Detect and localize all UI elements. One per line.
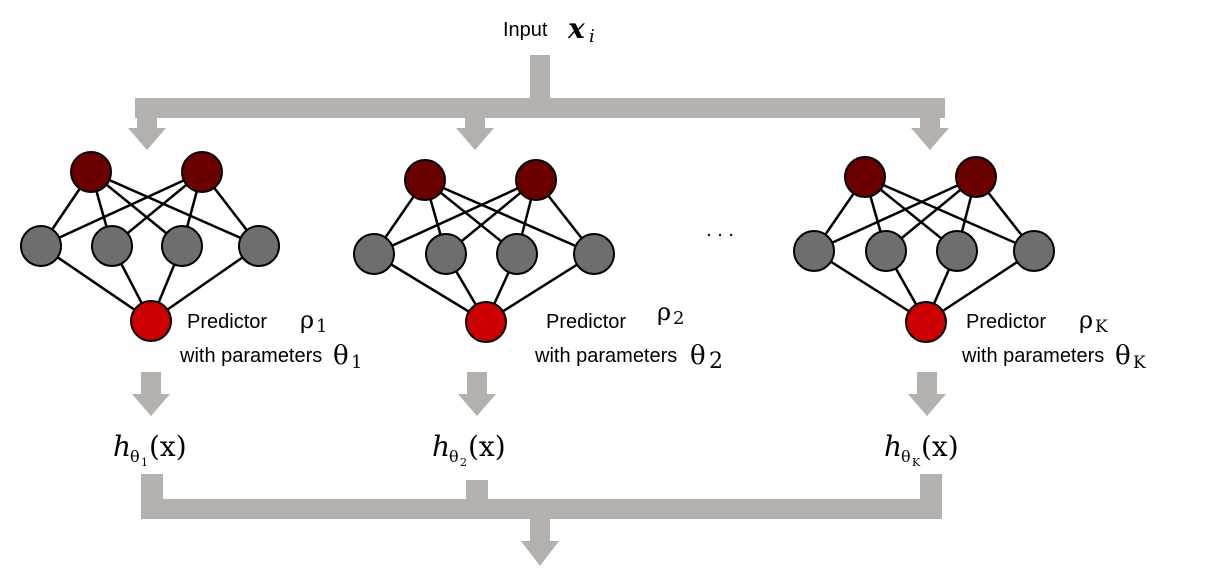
ellipsis: . . .: [706, 219, 734, 241]
split-arrowhead-2: [456, 128, 494, 150]
top-node-1: [844, 156, 886, 198]
hidden-node-1: [793, 230, 835, 272]
edge-hidden1-output: [40, 244, 152, 323]
theta-sub-1: 1: [351, 352, 362, 373]
input-trunk: [530, 55, 550, 110]
h-sub-theta-2: θ: [449, 447, 459, 466]
edge-hidden4-output: [925, 249, 1035, 324]
h-arg-2: (x): [468, 430, 506, 463]
networks: [20, 151, 1055, 343]
input-split-connector: [128, 55, 949, 150]
h-sub-sub-2: 2: [460, 456, 467, 469]
split-arrowhead-3: [911, 128, 949, 150]
predictor-text-1: Predictor: [187, 311, 267, 333]
down-shaft-2: [467, 372, 487, 394]
edge-hidden1-output: [813, 249, 927, 324]
params-text-1: with parameters: [179, 345, 322, 367]
network-3: [793, 156, 1055, 343]
h-sub-sub-3: K: [912, 456, 921, 469]
hidden-node-3: [496, 233, 538, 275]
theta-symbol-3: θ: [1115, 341, 1131, 371]
rho-symbol-2: ρ: [657, 298, 671, 326]
theta-sub-3: K: [1133, 353, 1146, 373]
h-sub-theta-3: θ: [901, 447, 911, 466]
hidden-node-1: [20, 225, 62, 267]
hidden-node-2: [865, 230, 907, 272]
hidden-node-4: [1013, 230, 1055, 272]
rho-symbol-1: ρ: [300, 306, 314, 334]
top-node-2: [955, 156, 997, 198]
merge-down-shaft: [530, 519, 550, 541]
rho-sub-2: 2: [673, 308, 684, 329]
rho-sub-1: 1: [316, 316, 327, 337]
params-text-3: with parameters: [961, 345, 1104, 367]
input-var-sub: i: [589, 26, 595, 47]
output-node: [130, 300, 172, 342]
edge-top2-hidden1: [813, 175, 977, 253]
predictor-text-2: Predictor: [546, 311, 626, 333]
edge-top1-hidden4: [864, 175, 1035, 253]
predictor-label-3: Predictor ρ K with parameters θ K: [961, 306, 1146, 373]
hidden-node-1: [353, 233, 395, 275]
merge-bar: [141, 499, 942, 519]
down-shaft-3: [917, 372, 937, 394]
rho-symbol-3: ρ: [1079, 306, 1093, 334]
hidden-node-3: [161, 225, 203, 267]
output-merge-connector: [141, 474, 942, 566]
input-split-bar: [135, 98, 945, 118]
h-arg-1: (x): [149, 430, 187, 463]
down-shaft-1: [141, 372, 161, 394]
predictor-down-arrows: [132, 372, 946, 416]
theta-symbol-2: θ: [690, 341, 706, 371]
predictor-text-3: Predictor: [966, 311, 1046, 333]
edge-hidden4-output: [485, 252, 595, 324]
top-node-1: [404, 159, 446, 201]
split-drop-1: [137, 98, 157, 128]
rho-sub-3: K: [1095, 317, 1108, 337]
down-arrowhead-3: [908, 394, 946, 416]
input-text: Input: [503, 19, 548, 41]
h-sub-sub-1: 1: [141, 456, 148, 469]
hidden-node-2: [91, 225, 133, 267]
hidden-node-2: [425, 233, 467, 275]
edge-hidden4-output: [150, 244, 260, 323]
hidden-node-3: [936, 230, 978, 272]
top-node-2: [515, 159, 557, 201]
hidden-node-4: [238, 225, 280, 267]
h-symbol-3: h: [884, 430, 902, 463]
top-node-2: [181, 151, 223, 193]
top-node-1: [70, 151, 112, 193]
output-node: [905, 301, 947, 343]
output-function-3: h θ K (x): [884, 430, 959, 469]
down-arrowhead-1: [132, 394, 170, 416]
edge-top1-hidden4: [90, 170, 260, 248]
output-node: [465, 301, 507, 343]
h-symbol-1: h: [113, 430, 131, 463]
split-drop-3: [920, 98, 940, 128]
merge-down-arrowhead: [521, 541, 559, 566]
h-sub-theta-1: θ: [130, 447, 140, 466]
network-2: [353, 159, 615, 343]
hidden-node-4: [573, 233, 615, 275]
edge-top2-hidden1: [40, 170, 203, 248]
predictor-label-2: Predictor ρ 2 with parameters θ 2: [534, 298, 723, 374]
input-label: Input x i: [503, 12, 595, 47]
h-symbol-2: h: [432, 430, 450, 463]
predictor-label-1: Predictor ρ 1 with parameters θ 1: [179, 306, 362, 373]
h-arg-3: (x): [921, 430, 959, 463]
output-function-1: h θ 1 (x): [113, 430, 187, 469]
theta-sub-2: 2: [709, 349, 723, 374]
split-arrowhead-1: [128, 128, 166, 150]
split-drop-2: [465, 98, 485, 128]
network-1: [20, 151, 280, 342]
edge-top2-hidden1: [373, 178, 537, 256]
edge-top1-hidden4: [424, 178, 595, 256]
input-var-x: x: [567, 12, 585, 45]
edge-hidden1-output: [373, 252, 487, 324]
down-arrowhead-2: [458, 394, 496, 416]
theta-symbol-1: θ: [333, 341, 349, 371]
output-function-2: h θ 2 (x): [432, 430, 506, 469]
params-text-2: with parameters: [534, 345, 677, 367]
